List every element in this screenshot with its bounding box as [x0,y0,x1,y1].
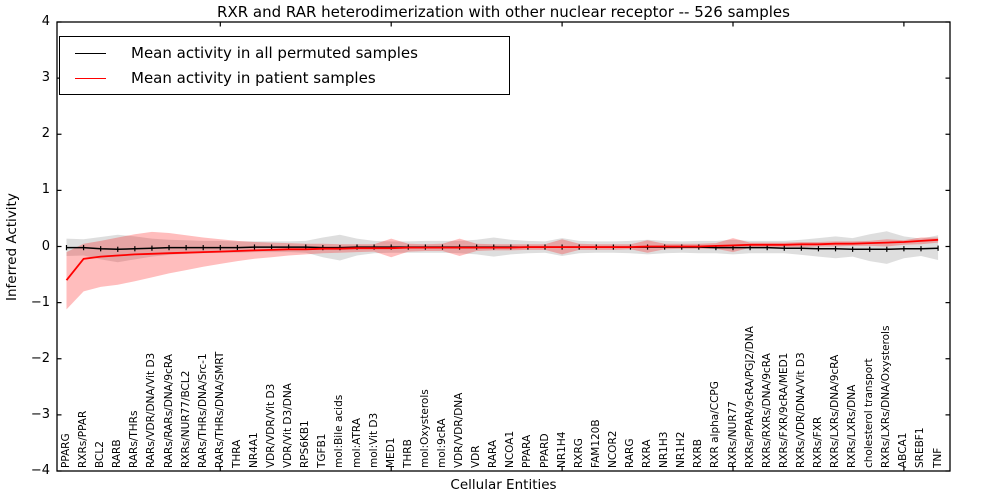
x-tick-label: RXRs/FXR [811,416,824,468]
legend: Mean activity in all permuted samples Me… [59,36,510,95]
x-tick-label: mol:ATRA [350,418,363,468]
x-tick-label: RARs/RARs/DNA/9cRA [162,354,175,468]
x-tick-label: TNF [931,447,944,468]
x-tick-label: NCOA1 [504,430,517,468]
x-tick-label: NR4A1 [247,432,260,468]
x-tick-label: cholesterol transport [863,358,876,468]
x-tick-label: RARs/THRs [128,410,141,468]
x-tick-label: RXRs/PPAR [77,410,90,468]
x-tick-label: MED1 [384,437,397,468]
x-tick-label: RPS6KB1 [299,420,312,468]
y-tick-label: −1 [30,294,50,310]
y-tick-label: 4 [41,14,50,29]
x-tick-label: mol:Oxysterols [418,389,431,468]
x-tick-label: mol:9cRA [435,418,448,468]
x-tick-label: RARG [623,438,636,469]
x-tick-label: VDR/VDR/Vit D3 [265,383,278,468]
x-tick-label: RXRs/LXRs/DNA/Oxysterols [880,325,893,468]
x-tick-label: NR1H4 [555,431,568,468]
x-tick-label: FAM120B [589,419,602,468]
y-tick-label: −4 [30,463,50,478]
x-tick-label: RARB [111,439,124,468]
x-tick-label: RXRB [692,439,705,468]
x-axis-label: Cellular Entities [450,477,557,493]
legend-label-permuted: Mean activity in all permuted samples [131,44,418,62]
x-tick-label: RXRs/VDR/DNA/Vit D3 [794,352,807,468]
x-tick-label: PPARA [521,434,534,468]
y-tick-label: 2 [41,126,50,142]
x-tick-label: BCL2 [94,441,107,468]
series-line-1 [65,238,939,281]
series-band-1 [66,231,939,310]
legend-item-permuted: Mean activity in all permuted samples [60,44,509,62]
x-tick-label: THRA [230,439,243,468]
x-tick-label: RARs/THRs/DNA/Src-1 [196,353,209,468]
x-tick-label: THRB [401,439,414,468]
y-tick-label: 1 [41,182,50,198]
legend-line-sample-black [75,52,106,54]
legend-item-patient: Mean activity in patient samples [60,69,509,87]
x-tick-label: PPARG [59,433,72,468]
x-tick-label: RXRs/FXR/9cRA/MED1 [777,352,790,468]
x-tick-label: NCOR2 [606,430,619,468]
x-tick-label: TGFB1 [316,433,329,468]
x-tick-label: RXR alpha/CCPG [709,381,722,468]
x-tick-label: NR1H2 [675,431,688,468]
x-tick-label: RARs/VDR/DNA/Vit D3 [145,352,158,468]
x-tick-label: mol:Bile acids [333,394,346,468]
x-tick-label: RXRs/RXRs/DNA/9cRA [760,353,773,468]
x-tick-label: mol:Vit D3 [367,412,380,468]
x-tick-label: RXRs/PPAR/9cRA/PGJ2/DNA [743,326,756,468]
x-tick-label: VDR/Vit D3/DNA [282,383,295,468]
x-tick-label: VDR/VDR/DNA [453,392,466,468]
x-tick-label: ABCA1 [897,432,910,468]
x-tick-label: RXRs/LXRs/DNA/9cRA [829,354,842,468]
legend-line-sample-red [75,77,106,79]
y-tick-label: 0 [41,238,50,254]
x-tick-label: RXRA [641,439,654,468]
x-tick-label: RARs/THRs/DNA/SMRT [213,351,226,468]
x-tick-label: NR1H3 [658,431,671,468]
x-tick-label: RXRG [572,438,585,468]
chart-title: RXR and RAR heterodimerization with othe… [217,3,790,21]
y-tick-label: −3 [30,406,50,422]
x-tick-label: VDR [470,445,483,468]
x-tick-label: RXRs/NUR77/BCL2 [179,370,192,468]
x-tick-label: RXRs/LXRs/DNA [846,384,859,468]
y-tick-label: 3 [41,70,50,86]
x-tick-label: RXRs/NUR77 [726,401,739,468]
y-tick-label: −2 [30,350,50,366]
x-tick-label: SREBF1 [914,427,927,468]
x-tick-label: PPARD [538,433,551,468]
legend-label-patient: Mean activity in patient samples [131,69,376,87]
x-tick-label: RARA [487,439,500,468]
